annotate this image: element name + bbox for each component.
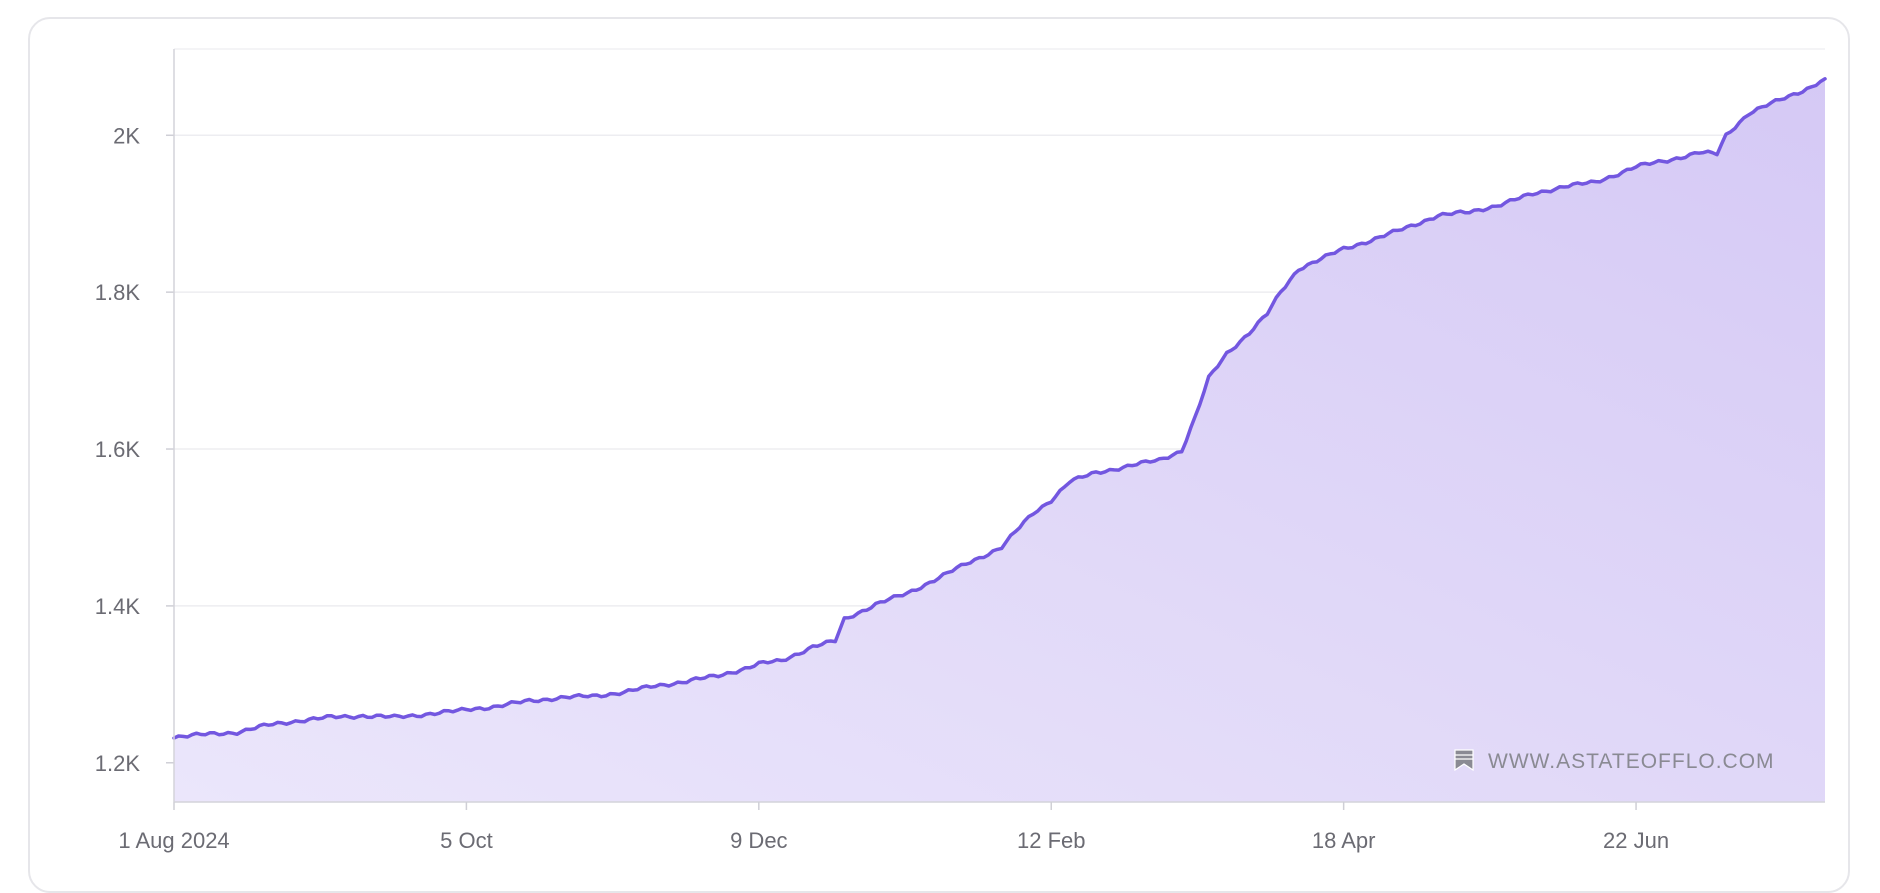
x-tick-label: 1 Aug 2024 [118,828,229,853]
watermark: WWW.ASTATEOFFLO.COM [1454,749,1775,773]
y-tick-label: 1.4K [95,594,141,619]
x-tick-label: 18 Apr [1312,828,1376,853]
y-tick-label: 1.6K [95,437,141,462]
x-axis-labels: 1 Aug 2024 5 Oct 9 Dec 12 Feb 18 Apr 22 Jun [118,828,1669,853]
bookmark-icon [1454,749,1474,772]
y-tick-label: 1.2K [95,751,141,776]
x-tick-label: 5 Oct [440,828,493,853]
y-tick-label: 2K [113,123,140,148]
axes [173,49,1825,810]
series-line [172,77,1827,740]
x-tick-label: 9 Dec [730,828,787,853]
x-tick-label: 12 Feb [1017,828,1086,853]
y-axis-labels: 1.2K 1.4K 1.6K 1.8K 2K [95,123,141,776]
x-tick-label: 22 Jun [1603,828,1669,853]
watermark-text: WWW.ASTATEOFFLO.COM [1488,750,1775,773]
y-tick-label: 1.8K [95,280,141,305]
series-area [174,78,1825,803]
